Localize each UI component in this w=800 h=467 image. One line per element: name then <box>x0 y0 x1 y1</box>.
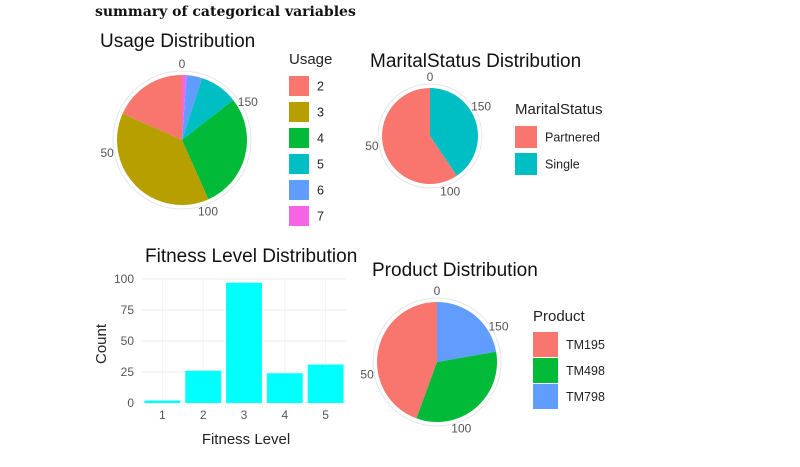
legend-label: 3 <box>317 106 324 120</box>
legend-swatch <box>515 126 537 148</box>
pie-slice-TM195 <box>377 302 437 419</box>
pie-tick-label: 0 <box>434 284 441 298</box>
legend-swatch <box>289 128 309 148</box>
legend-swatch <box>533 332 558 357</box>
pie-title: Usage Distribution <box>100 31 255 52</box>
legend-swatch <box>289 102 309 122</box>
y-tick-label: 100 <box>114 272 134 286</box>
pie-slice-3 <box>116 113 209 206</box>
legend-label: 6 <box>317 184 324 198</box>
x-tick-label: 5 <box>322 408 329 422</box>
y-axis-title: Count <box>93 323 110 364</box>
legend-swatch <box>289 206 309 226</box>
x-tick-label: 1 <box>159 408 166 422</box>
bar-chart: Fitness Level Distribution 0 25 50 75 100 1 2 3 4… <box>93 246 357 448</box>
pie-tick-label: 100 <box>440 184 460 198</box>
bar-title: Fitness Level Distribution <box>145 246 357 267</box>
pie-slice-5 <box>182 78 234 140</box>
legend-title: Usage <box>289 51 332 68</box>
legend-label: Single <box>545 158 580 172</box>
y-tick-label: 50 <box>121 334 135 348</box>
legend-swatch <box>533 358 558 383</box>
pie-title: Product Distribution <box>372 260 538 281</box>
pie-tick-label: 50 <box>365 139 379 153</box>
pie-slice-TM798 <box>437 302 497 362</box>
legend-label: 5 <box>317 158 324 172</box>
x-tick-label: 4 <box>281 408 288 422</box>
legend-swatch <box>289 76 309 96</box>
pie-slice-TM498 <box>416 351 498 422</box>
pie-chart-0: Usage Distribution 0 50 100 150 Usage 2 3 4 5 6 7 <box>100 31 332 226</box>
pie-slice-2 <box>122 75 182 140</box>
polar-ring <box>377 83 483 189</box>
legend-label: 4 <box>317 132 324 146</box>
pie-slice-4 <box>182 99 248 200</box>
pie-title: MaritalStatus Distribution <box>370 51 581 72</box>
legend-title: MaritalStatus <box>515 101 603 118</box>
legend-swatch <box>533 384 558 409</box>
pie-tick-label: 150 <box>238 95 258 109</box>
bar-2 <box>185 370 222 403</box>
pie-tick-label: 100 <box>451 422 471 436</box>
legend-label: TM498 <box>566 364 605 378</box>
y-tick-label: 75 <box>121 303 135 317</box>
pie-chart-3: Product Distribution 0 50 100 150 Product TM19… <box>360 260 605 436</box>
y-tick-label: 25 <box>121 365 135 379</box>
legend-label: TM195 <box>566 338 605 352</box>
page-heading: summary of categorical variables <box>95 4 356 20</box>
pie-tick-label: 50 <box>100 146 114 160</box>
x-tick-label: 2 <box>200 408 207 422</box>
legend-label: TM798 <box>566 390 605 404</box>
bar-4 <box>266 373 303 403</box>
pie-tick-label: 150 <box>471 100 491 114</box>
legend-swatch <box>289 180 309 200</box>
bar-1 <box>144 400 181 403</box>
pie-slice-6 <box>182 75 203 140</box>
pie-slice-Partnered <box>381 88 457 185</box>
bar-3 <box>226 282 262 403</box>
legend-label: 7 <box>317 210 324 224</box>
pie-tick-label: 50 <box>360 367 374 381</box>
legend-swatch <box>515 153 537 175</box>
pie-slice-Single <box>430 88 478 176</box>
legend-title: Product <box>533 308 586 325</box>
pie-tick-label: 0 <box>179 57 186 71</box>
bar-5 <box>307 364 344 403</box>
polar-ring <box>112 70 252 210</box>
pie-tick-label: 150 <box>488 320 508 334</box>
pie-slice-7 <box>182 75 187 140</box>
pie-tick-label: 100 <box>198 204 218 218</box>
polar-ring <box>372 297 502 427</box>
legend-label: Partnered <box>545 131 600 145</box>
y-tick-label: 0 <box>127 396 134 410</box>
x-tick-label: 3 <box>241 408 248 422</box>
x-axis-title: Fitness Level <box>202 431 290 448</box>
pie-tick-label: 0 <box>427 70 434 84</box>
legend-label: 2 <box>317 80 324 94</box>
legend-swatch <box>289 154 309 174</box>
